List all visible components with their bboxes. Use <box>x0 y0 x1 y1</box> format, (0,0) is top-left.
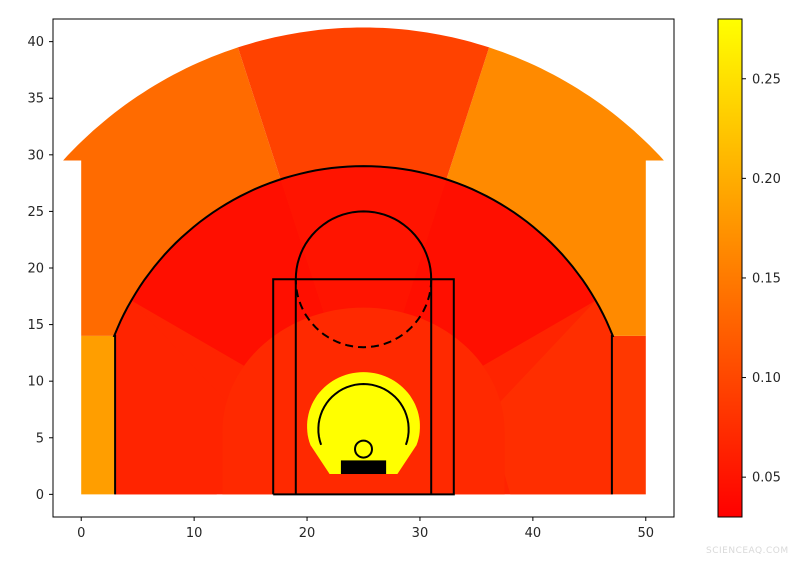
y-tick-label: 15 <box>27 318 44 333</box>
colorbar-tick-label: 0.15 <box>752 271 781 286</box>
y-tick-label: 35 <box>27 92 44 107</box>
hoop <box>354 439 373 459</box>
colorbar-tick-label: 0.05 <box>752 471 781 486</box>
court-lines <box>112 165 615 496</box>
zones-layer <box>63 27 664 495</box>
zone-mid-left-baseline <box>115 300 240 495</box>
zone-above-break-three-center <box>237 27 490 180</box>
x-tick-label: 0 <box>77 526 85 541</box>
y-tick-label: 40 <box>27 35 44 50</box>
y-tick-label: 20 <box>27 262 44 277</box>
colorbar-ticks: 0.05 0.10 0.15 0.20 0.25 <box>742 72 781 486</box>
colorbar <box>717 18 743 518</box>
y-tick-label: 10 <box>27 375 44 390</box>
zone-above-break-three-left <box>63 47 281 336</box>
watermark: SCIENCEAQ.COM <box>706 546 789 556</box>
zone-corner-three-right <box>611 335 646 495</box>
three-point-line <box>112 165 615 495</box>
y-axis: 0 5 10 15 20 25 30 35 40 <box>27 35 53 503</box>
lane-outer <box>272 278 455 496</box>
x-tick-label: 10 <box>186 526 203 541</box>
zone-restricted-area <box>307 372 420 474</box>
colorbar-tick-label: 0.10 <box>752 371 781 386</box>
zone-corner-three-left <box>81 335 116 495</box>
y-tick-label: 5 <box>36 431 44 446</box>
restricted-arc <box>317 382 410 446</box>
x-tick-label: 30 <box>412 526 429 541</box>
free-throw-circle-top <box>294 210 433 280</box>
free-throw-circle-bottom <box>294 279 433 349</box>
colorbar-tick-label: 0.25 <box>752 72 781 87</box>
backboard <box>340 460 387 475</box>
y-tick-label: 25 <box>27 205 44 220</box>
x-tick-label: 20 <box>299 526 316 541</box>
colorbar-tick-label: 0.20 <box>752 172 781 187</box>
x-axis: 0 10 20 30 40 50 <box>77 517 654 541</box>
zone-mid-right-baseline <box>487 300 612 495</box>
x-tick-label: 40 <box>525 526 542 541</box>
zone-mid-center <box>280 166 447 435</box>
x-tick-label: 50 <box>637 526 654 541</box>
y-tick-label: 30 <box>27 148 44 163</box>
y-tick-label: 0 <box>36 488 44 503</box>
zone-above-break-three-right <box>446 47 664 336</box>
